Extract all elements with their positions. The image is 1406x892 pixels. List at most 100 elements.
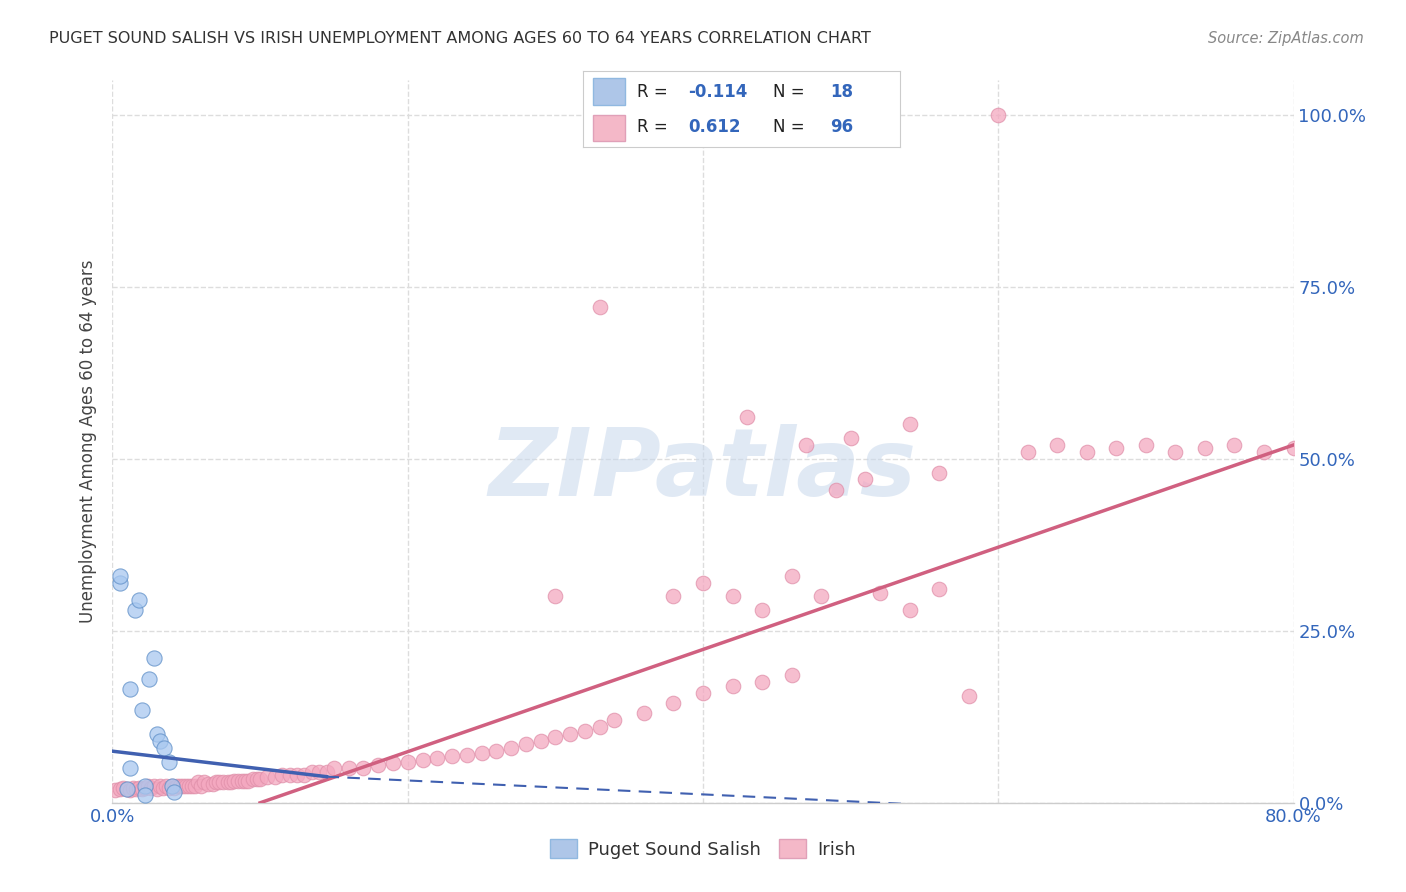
Point [692, 575, 714, 590]
Point [1105, 442, 1128, 456]
Text: 18: 18 [830, 83, 853, 101]
Point [122, 780, 145, 795]
Point [172, 779, 194, 793]
Text: ZIPatlas: ZIPatlas [489, 425, 917, 516]
Point [411, 753, 433, 767]
Point [515, 737, 537, 751]
Point [222, 773, 245, 788]
Point [928, 466, 950, 480]
Point [633, 706, 655, 721]
Legend: Puget Sound Salish, Irish: Puget Sound Salish, Irish [543, 832, 863, 866]
Point [987, 108, 1010, 122]
Point [238, 773, 260, 788]
Point [117, 782, 138, 797]
Point [226, 773, 249, 788]
Text: PUGET SOUND SALISH VS IRISH UNEMPLOYMENT AMONG AGES 60 TO 64 YEARS CORRELATION C: PUGET SOUND SALISH VS IRISH UNEMPLOYMENT… [49, 31, 872, 46]
Point [128, 780, 150, 795]
Point [264, 770, 287, 784]
Point [134, 780, 156, 795]
Point [544, 731, 567, 745]
Point [957, 689, 980, 703]
Y-axis label: Unemployment Among Ages 60 to 64 years: Unemployment Among Ages 60 to 64 years [79, 260, 97, 624]
Point [603, 713, 626, 727]
Point [824, 483, 846, 497]
Point [166, 779, 188, 793]
Point [588, 301, 610, 315]
Point [928, 582, 950, 597]
Point [737, 410, 759, 425]
Point [174, 779, 197, 793]
Point [108, 782, 131, 797]
Point [152, 780, 174, 795]
Point [193, 775, 215, 789]
Point [146, 727, 169, 741]
Point [1046, 438, 1069, 452]
Point [142, 779, 165, 793]
Text: N =: N = [773, 118, 804, 136]
Point [120, 682, 142, 697]
Point [1164, 445, 1187, 459]
Point [721, 590, 744, 604]
Point [125, 782, 148, 797]
Point [426, 751, 449, 765]
Point [1223, 438, 1246, 452]
Point [157, 755, 180, 769]
Point [246, 772, 269, 786]
Point [315, 764, 337, 779]
Point [184, 779, 207, 793]
Point [104, 783, 127, 797]
Point [249, 772, 271, 786]
Point [139, 780, 162, 795]
Point [780, 668, 803, 682]
Point [142, 651, 165, 665]
Point [1282, 442, 1305, 456]
Point [153, 740, 176, 755]
Point [898, 417, 921, 432]
Text: R =: R = [637, 83, 668, 101]
Point [128, 592, 150, 607]
Point [456, 747, 478, 762]
Point [242, 772, 264, 786]
Point [134, 788, 156, 802]
Point [396, 755, 419, 769]
Point [501, 740, 523, 755]
Point [308, 764, 330, 779]
Point [124, 603, 146, 617]
Point [190, 779, 212, 793]
Point [855, 472, 877, 486]
Point [285, 768, 308, 782]
Text: 0.612: 0.612 [688, 118, 741, 136]
Point [292, 768, 315, 782]
Point [796, 438, 818, 452]
Point [160, 779, 183, 793]
Point [111, 780, 134, 795]
Point [751, 675, 773, 690]
Point [217, 775, 239, 789]
Point [120, 761, 142, 775]
Point [155, 779, 177, 793]
Point [120, 783, 142, 797]
Point [558, 727, 582, 741]
Point [780, 568, 803, 582]
Text: Source: ZipAtlas.com: Source: ZipAtlas.com [1208, 31, 1364, 46]
Point [485, 744, 508, 758]
Point [136, 779, 159, 793]
Point [869, 586, 891, 600]
Point [721, 679, 744, 693]
Point [205, 775, 228, 789]
Point [441, 749, 464, 764]
Text: 96: 96 [830, 118, 853, 136]
Point [163, 785, 186, 799]
Point [108, 575, 131, 590]
Point [138, 672, 160, 686]
FancyBboxPatch shape [593, 78, 624, 104]
Point [271, 768, 294, 782]
Text: R =: R = [637, 118, 668, 136]
Point [160, 779, 183, 793]
Point [529, 734, 551, 748]
Point [692, 686, 714, 700]
Point [181, 779, 204, 793]
Point [574, 723, 596, 738]
Point [219, 775, 242, 789]
FancyBboxPatch shape [593, 114, 624, 141]
